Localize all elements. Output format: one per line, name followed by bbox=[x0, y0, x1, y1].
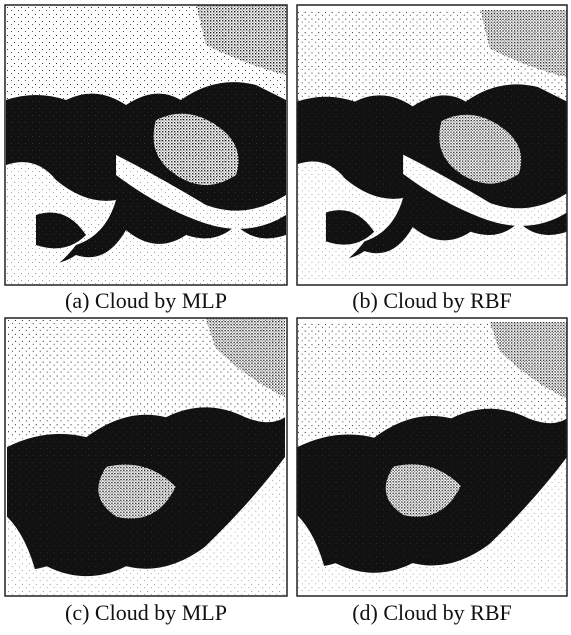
cloud-image bbox=[6, 5, 286, 285]
cloud-image bbox=[297, 322, 567, 592]
cloud-image bbox=[297, 10, 567, 280]
panel-d: (d) Cloud by RBF bbox=[297, 318, 567, 625]
panel-b: (b) Cloud by RBF bbox=[297, 5, 567, 313]
caption: (a) Cloud by MLP bbox=[65, 288, 227, 313]
caption: (d) Cloud by RBF bbox=[352, 600, 512, 625]
panel-a: (a) Cloud by MLP bbox=[5, 5, 287, 313]
caption: (b) Cloud by RBF bbox=[352, 288, 512, 313]
figure: (a) Cloud by MLP (b) Cloud by RBF (c) Cl… bbox=[0, 0, 571, 630]
panel-c: (c) Cloud by MLP bbox=[5, 318, 287, 625]
caption: (c) Cloud by MLP bbox=[65, 600, 227, 625]
cloud-image bbox=[7, 318, 285, 596]
